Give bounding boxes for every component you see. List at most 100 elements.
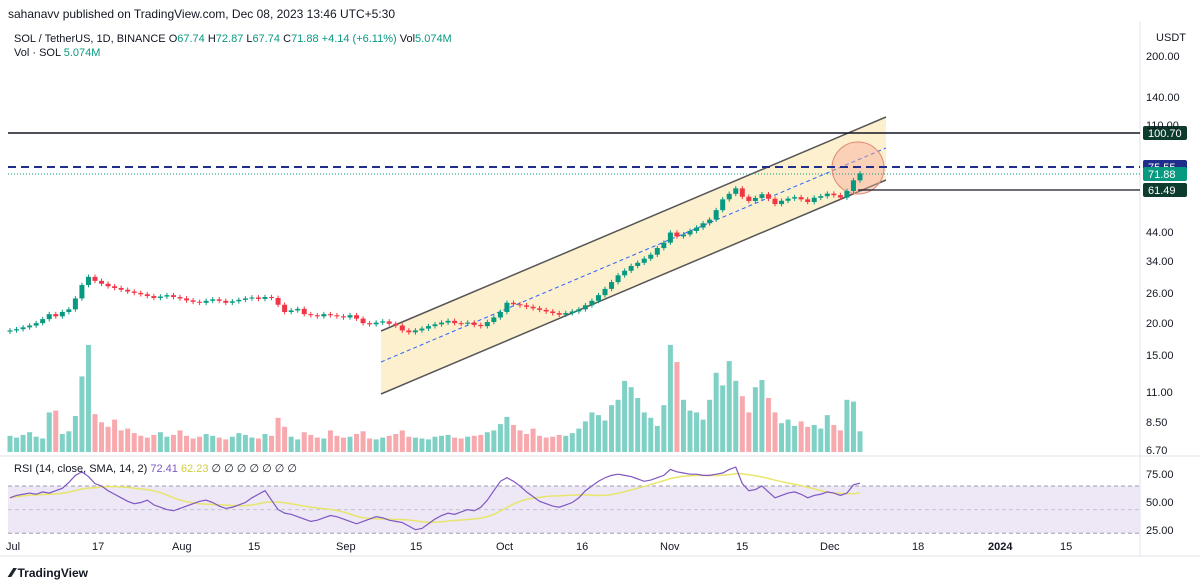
candle-body <box>589 300 595 306</box>
time-axis-tick: 15 <box>1060 541 1072 553</box>
volume-bar <box>765 398 771 452</box>
volume-bar <box>282 426 288 452</box>
time-axis-tick: Sep <box>336 541 356 553</box>
candle-body <box>327 314 333 316</box>
rsi-line <box>9 466 861 531</box>
time-axis-tick: 15 <box>248 541 260 553</box>
candle-body <box>236 299 242 302</box>
currency-label[interactable]: USDT <box>1156 32 1186 44</box>
volume-bar <box>79 376 85 452</box>
price-axis-tick: 110.00 <box>1146 120 1179 132</box>
volume-bar <box>425 439 431 452</box>
volume-bar <box>92 414 98 452</box>
volume-bar <box>550 436 556 452</box>
tradingview-brand[interactable]: ⁄⁄⁄ TradingView <box>10 565 88 580</box>
volume-bar <box>14 437 20 452</box>
time-axis-tick: Jul <box>6 541 20 553</box>
volume-bar <box>537 435 543 452</box>
candle-body <box>144 294 150 297</box>
candle-body <box>255 297 261 299</box>
volume-bar <box>66 431 72 452</box>
volume-bar <box>360 431 366 452</box>
volume-bar <box>458 438 464 452</box>
volume-bar <box>661 405 667 452</box>
volume-bar <box>726 361 732 452</box>
candle-body <box>471 322 477 325</box>
candle-body <box>177 297 183 299</box>
candle-body <box>72 298 78 310</box>
candle-body <box>249 297 255 299</box>
brand-name: TradingView <box>17 565 88 580</box>
volume-legend-label[interactable]: Vol · SOL <box>14 47 61 59</box>
volume-bar <box>125 428 131 452</box>
channel-lower-line <box>380 179 887 395</box>
volume-bar <box>478 434 484 452</box>
price-axis-tick: 26.00 <box>1146 288 1174 300</box>
candle-body <box>478 324 484 327</box>
candle-body <box>99 280 105 284</box>
volume-bar <box>255 438 261 452</box>
rsi-legend-label[interactable]: RSI (14, close, SMA, 14, 2) <box>14 463 148 475</box>
candle-body <box>530 306 536 309</box>
volume-bar <box>210 435 216 452</box>
volume-bar <box>177 430 183 452</box>
candle-body <box>465 322 471 324</box>
volume-bar <box>249 437 255 452</box>
candle-body <box>33 323 39 326</box>
candle-body <box>406 330 412 333</box>
candle-body <box>543 309 549 312</box>
candle-body <box>635 262 641 266</box>
volume-bar <box>733 380 739 452</box>
candle-body <box>308 314 314 316</box>
volume-bar <box>184 435 190 452</box>
candle-body <box>229 301 235 303</box>
volume-bar <box>798 421 804 452</box>
price-axis-tick: 44.00 <box>1146 227 1174 239</box>
candle-body <box>648 254 654 259</box>
volume-bar <box>170 434 176 452</box>
time-axis-tick: 17 <box>92 541 104 553</box>
rsi-layer <box>8 466 1140 534</box>
candle-body <box>92 276 98 281</box>
price-axis-tick: 8.50 <box>1146 417 1167 429</box>
volume-legend: Vol · SOL 5.074M <box>14 47 100 59</box>
volume-bar <box>321 438 327 452</box>
candle-body <box>399 325 405 331</box>
price-label-last: 71.88 <box>1148 169 1176 181</box>
price-axis-tick: 34.00 <box>1146 256 1174 268</box>
candle-body <box>262 297 268 299</box>
volume-bar <box>269 435 275 452</box>
candle-body <box>295 308 301 311</box>
candle-body <box>432 324 438 327</box>
candle-body <box>798 197 804 200</box>
volume-bar <box>720 385 726 452</box>
price-axis-tick: 15.00 <box>1146 350 1174 362</box>
volume-bar <box>419 438 425 452</box>
candle-body <box>707 219 713 224</box>
volume-bar <box>844 399 850 452</box>
price-label-resistance: 100.70 <box>1148 128 1182 140</box>
volume-bar <box>7 435 13 452</box>
candle-body <box>752 197 758 201</box>
volume-bar <box>190 438 196 452</box>
volume-bar <box>779 423 785 452</box>
rsi-placeholders: ∅ ∅ ∅ ∅ ∅ ∅ ∅ <box>211 463 297 475</box>
volume-bar <box>465 436 471 452</box>
volume-bar <box>667 344 673 452</box>
symbol-name[interactable]: SOL / TetherUS, 1D, BINANCE <box>14 33 166 45</box>
low-value: 67.74 <box>252 33 281 45</box>
candle-body <box>844 190 850 198</box>
candle-body <box>726 193 732 200</box>
candle-body <box>491 317 497 322</box>
volume-bar <box>59 434 65 452</box>
candle-body <box>654 248 660 255</box>
candle-body <box>510 302 516 305</box>
volume-bar <box>334 435 340 452</box>
volume-bar <box>157 432 163 452</box>
time-axis-tick: 15 <box>736 541 748 553</box>
candle-body <box>576 309 582 312</box>
volume-bar <box>373 439 379 452</box>
volume-bar <box>53 410 59 452</box>
